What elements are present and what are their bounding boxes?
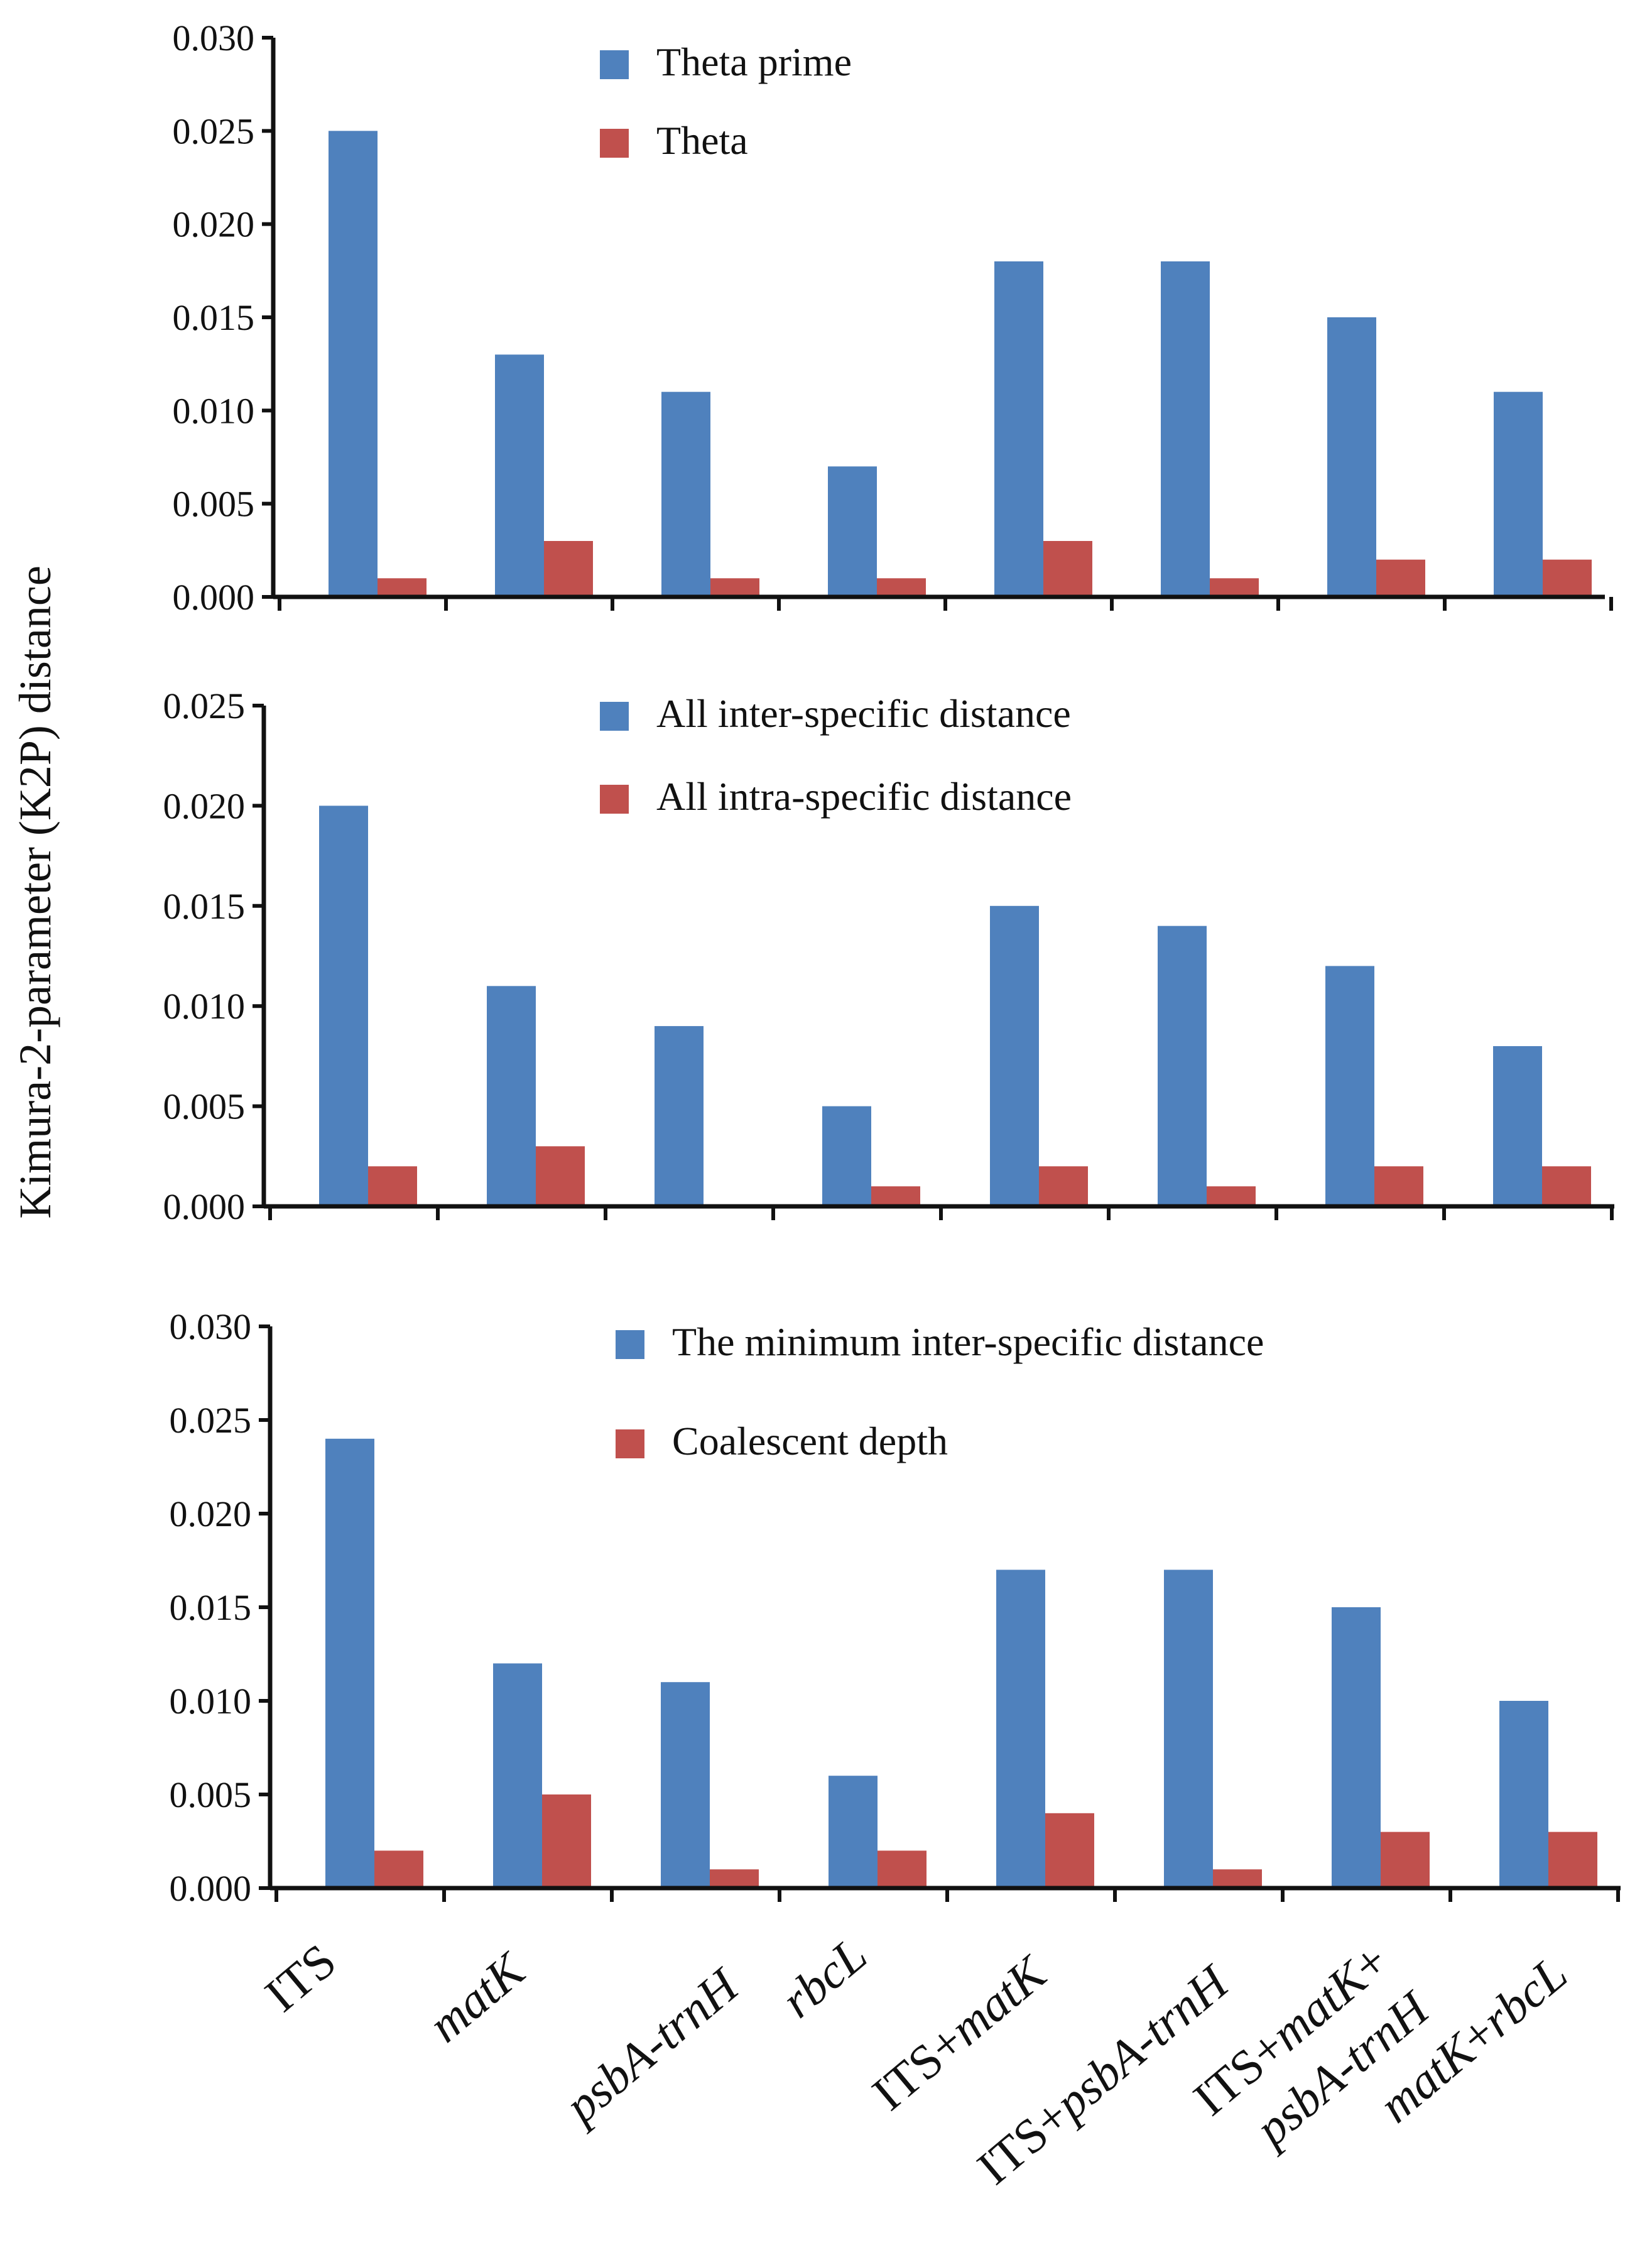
bar-coalescent-depth-matk <box>542 1794 591 1888</box>
y-tick-label: 0.020 <box>173 204 255 245</box>
bar-theta-its-matk <box>1043 541 1092 597</box>
x-category-label: ITS+matK <box>862 1944 1058 2121</box>
bar-theta-psba-trnh <box>710 578 759 597</box>
bar-theta-matk <box>544 541 593 597</box>
bar-the-minimum-inter-specific-distance-psba-trnh <box>661 1682 710 1888</box>
bar-all-intra-specific-distance-matk <box>536 1146 585 1206</box>
bar-the-minimum-inter-specific-distance-its-matk-psba-trnh <box>1332 1607 1381 1888</box>
panel-middle-chart: 0.000 0.005 0.010 0.015 0.020 0.025 All inter-… <box>163 685 1615 1227</box>
y-tick-label: 0.025 <box>173 111 255 151</box>
legend-swatch-the-minimum-inter-specific-distance <box>616 1330 644 1359</box>
y-tick-label: 0.000 <box>170 1868 252 1909</box>
legend-label-the-minimum-inter-specific-distance: The minimum inter-specific distance <box>672 1319 1264 1364</box>
legend-label-coalescent-depth: Coalescent depth <box>672 1419 948 1463</box>
y-tick-label: 0.020 <box>163 785 246 826</box>
bar-theta-prime-matk-rbcl <box>1494 392 1543 597</box>
panel-bottom-chart: 0.000 0.005 0.010 0.015 0.020 0.025 0.030 The m… <box>170 1306 1621 1909</box>
bar-theta-prime-its-matk-psba-trnh <box>1327 317 1376 597</box>
y-tick-label: 0.020 <box>170 1494 252 1534</box>
y-tick-label: 0.005 <box>173 484 255 525</box>
bar-theta-prime-its <box>329 131 378 597</box>
x-category-label: ITS <box>254 1933 346 2022</box>
legend-label-theta-prime: Theta prime <box>656 40 852 84</box>
bar-the-minimum-inter-specific-distance-its <box>325 1439 374 1888</box>
bar-the-minimum-inter-specific-distance-rbcl <box>829 1776 878 1888</box>
bar-all-inter-specific-distance-its-psba-trnh <box>1158 926 1207 1206</box>
x-category-label: rbcL <box>771 1926 877 2028</box>
bar-coalescent-depth-rbcl <box>878 1850 927 1888</box>
x-category-label-part: ITS <box>254 1933 346 2022</box>
bar-coalescent-depth-its-matk-psba-trnh <box>1381 1832 1430 1888</box>
x-axis-category-labels: ITS matK psbA-trnH rbcLITS+matKITS+psbA-trn… <box>254 1926 1577 2195</box>
bar-theta-prime-its-psba-trnh <box>1161 261 1210 597</box>
bar-theta-prime-rbcl <box>828 466 877 597</box>
x-category-label-part: rbcL <box>771 1926 877 2028</box>
bar-all-inter-specific-distance-its <box>319 806 368 1206</box>
legend-swatch-theta-prime <box>600 50 629 79</box>
bar-the-minimum-inter-specific-distance-matk-rbcl <box>1499 1701 1548 1888</box>
bar-the-minimum-inter-specific-distance-matk <box>493 1663 542 1888</box>
legend-swatch-all-intra-specific-distance <box>600 785 629 814</box>
y-tick-label: 0.030 <box>170 1306 252 1347</box>
bar-theta-its-matk-psba-trnh <box>1376 560 1425 597</box>
bar-all-intra-specific-distance-its-matk-psba-trnh <box>1374 1166 1423 1206</box>
bar-all-intra-specific-distance-its-psba-trnh <box>1207 1186 1256 1206</box>
bar-theta-prime-its-matk <box>994 261 1043 597</box>
bar-theta-its-psba-trnh <box>1210 578 1259 597</box>
bar-theta-matk-rbcl <box>1543 560 1592 597</box>
x-category-label: psbA-trnH <box>552 1957 750 2135</box>
panel-top-chart: 0.000 0.005 0.010 0.015 0.020 0.025 0.030 Theta… <box>173 18 1612 618</box>
bar-all-inter-specific-distance-its-matk-psba-trnh <box>1325 966 1374 1206</box>
bar-all-inter-specific-distance-matk-rbcl <box>1493 1046 1542 1206</box>
bar-all-inter-specific-distance-rbcl <box>822 1106 871 1206</box>
y-tick-label: 0.010 <box>170 1681 252 1722</box>
y-tick-label: 0.025 <box>163 685 246 726</box>
y-tick-label: 0.030 <box>173 18 255 58</box>
bar-all-inter-specific-distance-matk <box>487 986 536 1206</box>
bar-the-minimum-inter-specific-distance-its-psba-trnh <box>1164 1570 1213 1888</box>
y-tick-label: 0.015 <box>163 886 246 927</box>
bar-theta-its <box>378 578 427 597</box>
y-tick-label: 0.000 <box>173 577 255 618</box>
bar-all-intra-specific-distance-matk-rbcl <box>1542 1166 1591 1206</box>
bar-all-intra-specific-distance-its-matk <box>1039 1166 1088 1206</box>
bar-theta-prime-matk <box>495 354 544 597</box>
y-tick-label: 0.000 <box>163 1186 246 1227</box>
y-tick-label: 0.015 <box>173 297 255 338</box>
bar-coalescent-depth-its <box>374 1850 423 1888</box>
x-category-label: matK <box>418 1941 536 2053</box>
legend-swatch-theta <box>600 129 629 158</box>
figure: Kimura-2-parameter (K2P) distance 0.0000… <box>0 0 1652 2250</box>
y-tick-label: 0.005 <box>163 1086 246 1127</box>
legend-swatch-coalescent-depth <box>616 1429 644 1458</box>
y-axis-title: Kimura-2-parameter (K2P) distance <box>10 565 60 1219</box>
bar-theta-prime-psba-trnh <box>661 392 710 597</box>
legend-label-theta: Theta <box>656 118 748 163</box>
bar-coalescent-depth-matk-rbcl <box>1548 1832 1597 1888</box>
bar-coalescent-depth-psba-trnh <box>710 1869 759 1888</box>
bar-theta-rbcl <box>877 578 926 597</box>
x-category-label-part: psbA-trnH <box>552 1957 750 2135</box>
bar-coalescent-depth-its-matk <box>1045 1813 1094 1888</box>
legend-label-all-intra-specific-distance: All intra-specific distance <box>656 774 1072 819</box>
bar-coalescent-depth-its-psba-trnh <box>1213 1869 1262 1888</box>
x-category-label-part: matK <box>418 1941 536 2053</box>
legend-label-all-inter-specific-distance: All inter-specific distance <box>656 691 1071 736</box>
bar-all-intra-specific-distance-rbcl <box>871 1186 920 1206</box>
bar-all-intra-specific-distance-its <box>368 1166 417 1206</box>
y-tick-label: 0.025 <box>170 1400 252 1441</box>
y-tick-label: 0.015 <box>170 1587 252 1628</box>
legend-swatch-all-inter-specific-distance <box>600 702 629 731</box>
bar-the-minimum-inter-specific-distance-its-matk <box>996 1570 1045 1888</box>
y-tick-label: 0.010 <box>163 986 246 1027</box>
y-tick-label: 0.010 <box>173 390 255 431</box>
bar-all-inter-specific-distance-psba-trnh <box>655 1026 704 1206</box>
y-tick-label: 0.005 <box>170 1774 252 1815</box>
bar-all-inter-specific-distance-its-matk <box>990 906 1039 1206</box>
